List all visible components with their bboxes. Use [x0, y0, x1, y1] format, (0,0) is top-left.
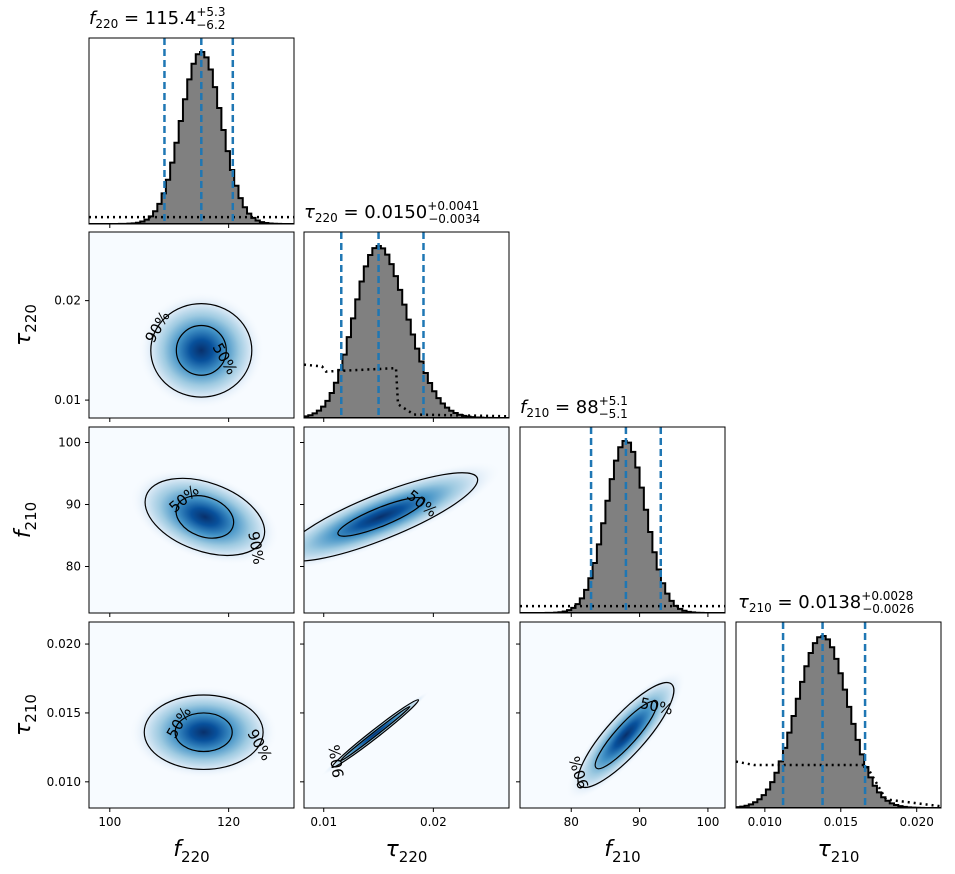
- x-axis-label-f220: f220: [173, 837, 209, 866]
- contour-90: [304, 472, 479, 562]
- density-map: [138, 291, 265, 409]
- density-map: [130, 468, 280, 566]
- histogram-bars: [736, 635, 941, 808]
- marginal-title-f210: f210 = 88+5.1 −5.1: [520, 394, 628, 421]
- panel-frame: [88, 621, 295, 809]
- histogram-bars: [304, 245, 509, 418]
- contour-90: [577, 681, 675, 788]
- contour-50: [175, 324, 227, 376]
- y-tick-label: 0.010: [47, 775, 81, 789]
- prior-curve: [736, 760, 941, 808]
- contour-50: [340, 705, 411, 762]
- contour-90: [331, 699, 420, 769]
- panel-frame: [88, 37, 295, 225]
- panel-frame: [735, 621, 942, 809]
- joint-panel-tau220-tau210: 90% 0.01 0.02: [300, 621, 510, 829]
- y-tick-label: 0.01: [54, 393, 81, 407]
- density-background: [304, 622, 509, 808]
- panel-frame: [303, 231, 510, 419]
- density-map: [321, 691, 430, 776]
- y-axis-label-tau210: τ210: [11, 694, 40, 736]
- x-axis-label-f210: f210: [604, 837, 640, 866]
- panel-frame: [88, 426, 295, 614]
- marginal-panel-tau220: τ220 = 0.0150+0.0041 −0.0034: [303, 199, 510, 422]
- marginal-title-tau210: τ210 = 0.0138+0.0028 −0.0026: [738, 589, 914, 616]
- panel-frame: [88, 231, 295, 419]
- panel-frame: [303, 426, 510, 614]
- x-tick-label: 80: [564, 815, 579, 829]
- joint-panel-f220-tau220: 90%50%0.010.02: [54, 231, 295, 422]
- histogram-bars: [89, 51, 294, 224]
- marginal-title-f220: f220 = 115.4+5.3 −6.2: [89, 5, 225, 32]
- x-tick-label: 0.020: [900, 815, 934, 829]
- contour-90: [144, 477, 266, 556]
- panels-layer: f220 = 115.4+5.3 −6.290%50%0.010.0250%90%…: [11, 5, 942, 866]
- density-map: [129, 685, 278, 779]
- panel-frame: [519, 621, 726, 809]
- x-tick-label: 120: [217, 815, 240, 829]
- x-tick-label: 0.010: [748, 815, 782, 829]
- contour-90: [150, 303, 253, 398]
- joint-panel-f210-tau210: 90%50%80 90 100: [516, 621, 726, 829]
- marginal-panel-f220: f220 = 115.4+5.3 −6.2: [88, 5, 295, 228]
- x-tick-label: 0.015: [824, 815, 858, 829]
- contour-50: [175, 495, 235, 539]
- contour-50: [594, 700, 658, 770]
- contour-label: 90%: [325, 743, 347, 779]
- y-tick-label: 0.020: [47, 637, 81, 651]
- marginal-panel-f210: f210 = 88+5.1 −5.1: [519, 394, 726, 617]
- x-tick-label: 0.02: [420, 815, 447, 829]
- contour-50: [337, 497, 425, 537]
- contour-50: [174, 712, 233, 753]
- y-axis-label-tau220: τ220: [11, 304, 40, 346]
- contour-90: [143, 694, 264, 771]
- y-tick-label: 90: [66, 498, 81, 512]
- histogram-bars: [520, 440, 725, 613]
- y-tick-label: 0.015: [47, 706, 81, 720]
- x-tick-label: 100: [98, 815, 121, 829]
- marginal-title-tau220: τ220 = 0.0150+0.0041 −0.0034: [304, 199, 480, 226]
- prior-curve: [304, 363, 509, 418]
- y-tick-label: 0.02: [54, 294, 81, 308]
- panel-frame: [303, 621, 510, 809]
- density-map: [304, 461, 502, 573]
- x-axis-label-tau210: τ210: [818, 837, 860, 866]
- y-tick-label: 100: [58, 436, 81, 450]
- x-tick-label: 0.01: [310, 815, 337, 829]
- x-tick-label: 90: [632, 815, 647, 829]
- panel-frame: [519, 426, 726, 614]
- contour-label: 90%: [244, 530, 268, 566]
- joint-panel-tau220-f210: 90%50%: [300, 426, 510, 617]
- y-tick-label: 80: [66, 560, 81, 574]
- x-axis-label-tau220: τ220: [386, 837, 428, 866]
- y-axis-label-f210: f210: [11, 502, 40, 538]
- x-tick-label: 100: [696, 815, 719, 829]
- marginal-panel-tau210: τ210 = 0.0138+0.0028 −0.0026 0.010 0.015 0.0…: [735, 589, 942, 829]
